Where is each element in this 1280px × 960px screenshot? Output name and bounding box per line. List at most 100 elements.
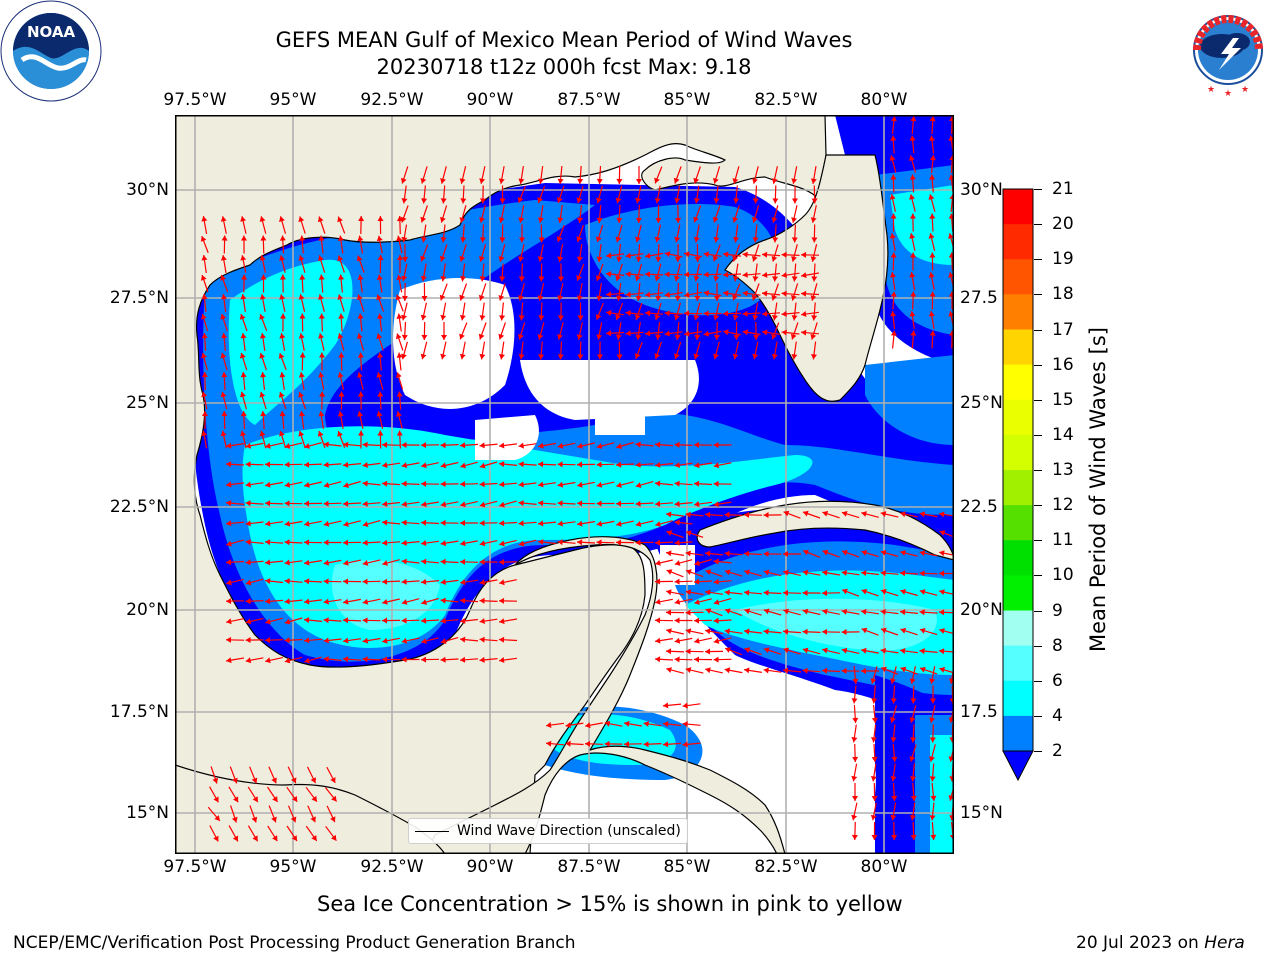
wave-direction-arrowhead [304,559,310,566]
wave-direction-arrowhead [752,237,759,243]
wave-direction-arrowhead [279,274,286,280]
wave-direction-arrowhead [546,740,552,747]
wave-direction-arrowhead [460,656,466,663]
wave-direction-arrowhead [240,391,246,398]
wave-direction-arrowhead [240,430,246,437]
wave-direction-arrowhead [909,194,915,200]
colorbar-tick: 2 [1052,741,1063,761]
wave-direction-arrowhead [693,177,700,184]
wave-direction-arrowhead [239,352,246,359]
wave-direction-arrowhead [654,236,661,243]
wave-direction-arrowhead [744,550,750,557]
wave-direction-arrowhead [910,815,916,821]
wave-direction-arrowhead [376,333,383,340]
wave-direction-arrowhead [265,539,271,546]
wave-direction-arrowhead [265,657,271,664]
wave-direction-arrowhead [910,291,917,297]
wave-direction-arrowhead [705,550,711,557]
wave-direction-arrowhead [724,667,731,674]
wave-direction-arrowhead [421,334,428,340]
wave-direction-arrowhead [577,481,583,488]
wave-direction-arrowhead [357,235,364,242]
wave-direction-arrowhead [460,597,466,604]
wave-direction-arrowhead [201,352,207,359]
lon-tick-bottom: 85°W [663,857,711,877]
wave-direction-arrowhead [928,311,935,317]
wave-direction-arrowhead [298,216,305,223]
wave-direction-arrowhead [479,256,485,262]
wave-direction-arrowhead [655,462,661,468]
wave-direction-arrowhead [663,702,669,709]
wave-direction-arrowhead [357,352,364,358]
wave-direction-arrowhead [201,391,208,398]
wave-direction-arrowhead [929,678,936,684]
wave-direction-arrowhead [279,255,285,261]
colorbar [1002,188,1034,782]
wave-direction-arrowhead [304,578,310,585]
wave-direction-arrowhead [811,237,818,243]
wave-direction-arrowhead [279,430,285,437]
wave-direction-arrowhead [596,295,603,301]
wave-direction-arrowhead [311,835,317,841]
wave-direction-arrowhead [763,589,769,596]
wave-direction-arrowhead [666,550,672,557]
wave-direction-arrowhead [577,539,583,546]
colorbar-tick-mark [1034,610,1042,612]
wave-direction-arrowhead [781,251,787,258]
wave-direction-arrowhead [245,598,251,605]
wave-direction-arrowhead [595,236,602,243]
wave-direction-arrowhead [362,617,368,624]
wave-direction-arrowhead [890,291,897,297]
wave-direction-arrowhead [713,558,719,565]
wave-direction-arrowhead [810,295,817,301]
wave-direction-arrowhead [479,353,486,360]
wave-direction-arrowhead [202,411,208,416]
wave-direction-arrowhead [279,333,286,339]
wave-direction-arrowhead [284,618,291,625]
wave-direction-arrowhead [518,217,525,223]
wave-direction-arrowhead [781,310,787,317]
lat-tick-right: 30°N [960,180,1003,200]
wave-direction-arrowhead [240,216,246,222]
wave-direction-arrowhead [400,216,407,223]
wave-direction-arrowhead [919,550,926,557]
wave-direction-arrowhead [909,135,916,141]
wave-direction-arrowhead [213,796,219,803]
wave-direction-arrowhead [752,178,758,184]
wave-direction-arrowhead [783,551,788,557]
wave-direction-arrowhead [362,598,369,605]
wave-direction-arrowhead [744,628,750,635]
wave-direction-arrowhead [460,481,466,488]
wave-direction-arrowhead [518,256,524,262]
colorbar-band [1003,259,1033,295]
wave-direction-arrowhead [421,578,427,585]
wave-direction-arrowhead [685,628,692,635]
wave-direction-arrowhead [616,354,623,360]
wave-direction-arrowhead [733,237,739,243]
wave-direction-arrowhead [318,313,325,319]
wave-direction-arrowhead [752,217,758,223]
wave-direction-arrowhead [791,217,797,223]
wave-direction-arrowhead [881,666,887,673]
wave-direction-arrowhead [499,354,505,360]
wave-direction-arrowhead [861,608,867,615]
wave-direction-arrowhead [870,776,877,782]
wave-direction-arrowhead [663,721,669,727]
wave-direction-arrowhead [440,540,446,547]
wave-direction-arrowhead [596,334,603,340]
wave-direction-arrowhead [861,668,866,674]
wave-direction-arrowhead [851,834,858,840]
wave-direction-arrowhead [724,511,730,518]
wave-direction-arrowhead [498,333,505,340]
wave-direction-arrowhead [310,777,316,784]
wave-direction-arrowhead [615,236,622,243]
wave-direction-arrowhead [259,391,266,398]
wave-direction-arrowhead [401,314,407,321]
wave-direction-arrowhead [251,816,258,823]
wave-direction-arrowhead [810,217,817,223]
wave-direction-arrowhead [271,816,277,823]
wave-direction-arrowhead [459,178,466,184]
wave-direction-arrowhead [498,256,505,262]
wave-direction-arrowhead [537,334,544,340]
wave-direction-arrowhead [939,511,945,518]
